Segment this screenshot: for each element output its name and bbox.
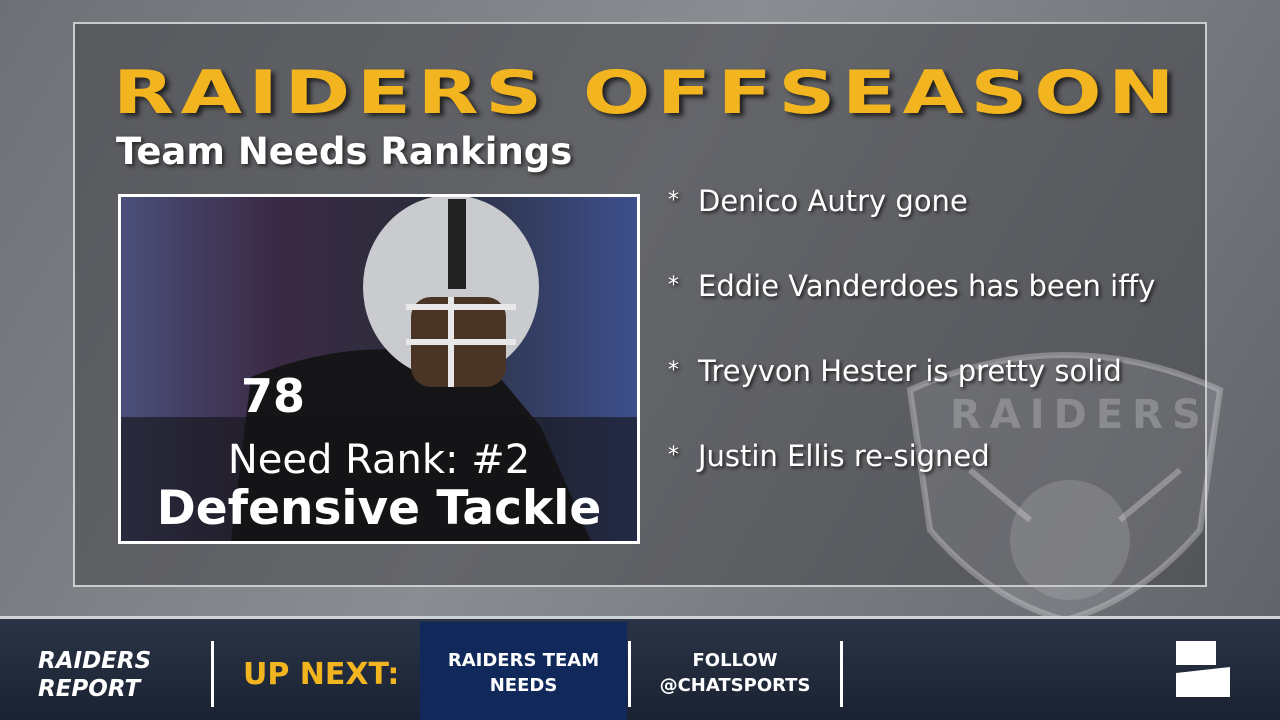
caption-band [121,417,637,541]
bullet: * [668,443,679,468]
jersey-number: 78 [241,369,305,423]
shield-watermark [906,352,1224,620]
divider [211,641,214,707]
next-item-box: RAIDERS TEAM NEEDS [420,622,627,720]
note-text: Treyvon Hester is pretty solid [698,354,1122,388]
show-name: RAIDERS REPORT [38,647,151,703]
divider [840,641,843,707]
note-text: Denico Autry gone [698,184,968,218]
up-next: UP NEXT: [243,657,400,692]
note-text: Eddie Vanderdoes has been iffy [698,269,1156,303]
note: * Treyvon Hester is pretty solid [668,354,1122,388]
need-rank: Need Rank: #2 [227,437,531,483]
next-item-line: RAIDERS TEAM [447,650,600,671]
show-name-line: REPORT [38,676,141,702]
chatsports-logo [1176,641,1230,697]
follow-line: FOLLOW [692,650,778,671]
show-name-line: RAIDERS [38,648,152,674]
footer-bar: RAIDERS REPORT UP NEXT: RAIDERS TEAM NEE… [0,616,1280,720]
next-item: RAIDERS TEAM NEEDS [420,648,627,698]
next-item-line: NEEDS [489,675,558,696]
note-text: Justin Ellis re-signed [698,439,990,473]
watermark-text: RAIDERS [950,392,1210,438]
follow-line: @CHATSPORTS [659,675,811,696]
bullet: * [668,358,679,383]
bullet: * [668,273,679,298]
player-photo: 78 Need Rank: #2 Defensive Tackle [118,194,640,544]
position: Defensive Tackle [156,481,602,536]
follow: FOLLOW @CHATSPORTS [630,648,840,698]
note: * Eddie Vanderdoes has been iffy [668,269,1155,303]
note: * Justin Ellis re-signed [668,439,990,473]
note: * Denico Autry gone [668,184,968,218]
title: RAIDERS OFFSEASON [113,58,1182,128]
subtitle: Team Needs Rankings [116,130,573,173]
bullet: * [668,188,679,213]
divider [628,641,631,707]
